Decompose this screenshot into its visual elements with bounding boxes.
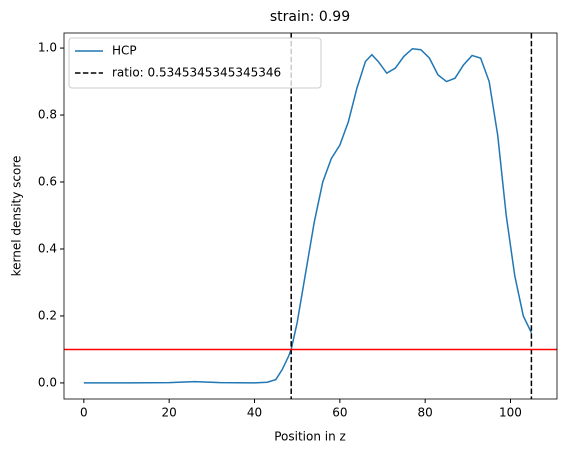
y-tick-label: 0.8 [38, 108, 57, 122]
legend-box [68, 37, 322, 89]
x-tick-label: 40 [247, 406, 262, 420]
y-tick-label: 0.2 [38, 308, 57, 322]
x-tick-label: 80 [418, 406, 433, 420]
x-tick-label: 100 [499, 406, 522, 420]
x-tick-label: 60 [332, 406, 347, 420]
legend-label: HCP [112, 44, 137, 58]
y-tick-label: 1.0 [38, 41, 57, 55]
y-axis-label: kernel density score [10, 156, 24, 277]
axes-frame [63, 32, 558, 400]
x-tick-label: 0 [80, 406, 88, 420]
legend-label: ratio: 0.5345345345345346 [112, 66, 281, 80]
y-tick-label: 0.6 [38, 175, 57, 189]
y-tick-label: 0.0 [38, 375, 57, 389]
chart-title: strain: 0.99 [270, 9, 350, 25]
y-tick-label: 0.4 [38, 241, 57, 255]
x-axis-label: Position in z [274, 430, 346, 444]
x-tick-label: 20 [162, 406, 177, 420]
data-line [83, 47, 533, 384]
